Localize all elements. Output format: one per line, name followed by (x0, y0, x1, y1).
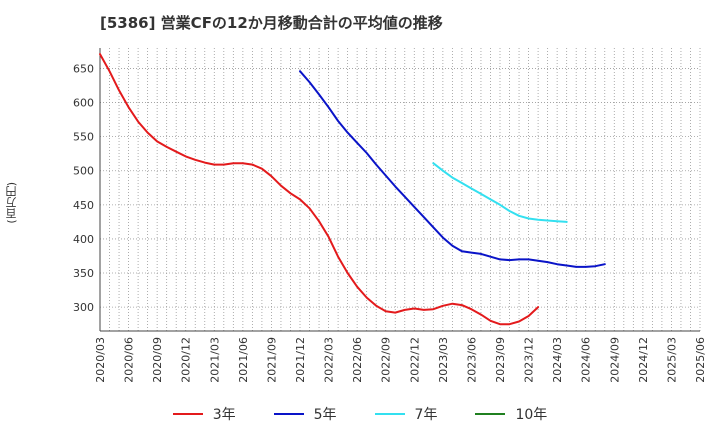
x-tick-label: 2021/06 (237, 337, 250, 383)
chart-title: [5386] 営業CFの12か月移動合計の平均値の推移 (100, 14, 443, 32)
x-tick-label: 2024/06 (580, 337, 593, 383)
x-tick-label: 2025/03 (665, 337, 678, 383)
legend-label-3y: 3年 (212, 407, 236, 423)
x-tick-label: 2022/03 (323, 337, 336, 383)
legend-label-5y: 5年 (313, 407, 337, 423)
y-tick-label: 500 (73, 165, 94, 178)
legend-item-10y[interactable]: 10年 (475, 402, 547, 426)
legend-swatch-5y (273, 413, 304, 415)
x-tick-label: 2025/06 (694, 337, 707, 383)
legend: 3年 5年 7年 10年 (0, 402, 720, 426)
legend-label-7y: 7年 (414, 407, 438, 423)
x-tick-label: 2023/03 (437, 337, 450, 383)
legend-item-7y[interactable]: 7年 (374, 402, 438, 426)
x-tick-label: 2024/03 (551, 337, 564, 383)
x-tick-label: 2020/03 (94, 337, 107, 383)
x-tick-label: 2023/06 (465, 337, 478, 383)
x-tick-label: 2022/09 (380, 337, 393, 383)
y-tick-label: 350 (73, 267, 94, 280)
x-tick-label: 2021/09 (265, 337, 278, 383)
legend-item-5y[interactable]: 5年 (273, 402, 337, 426)
x-tick-label: 2023/12 (523, 337, 536, 383)
x-tick-label: 2020/09 (151, 337, 164, 383)
series-line-1 (299, 70, 606, 268)
y-tick-label: 400 (73, 233, 94, 246)
x-tick-label: 2021/03 (208, 337, 221, 383)
y-tick-label: 550 (73, 131, 94, 144)
legend-swatch-3y (172, 413, 203, 415)
y-tick-label: 300 (73, 301, 94, 314)
legend-swatch-7y (374, 413, 405, 415)
legend-label-10y: 10年 (515, 407, 548, 423)
legend-swatch-10y (475, 413, 506, 415)
x-tick-label: 2022/12 (408, 337, 421, 383)
y-tick-label: 650 (73, 62, 94, 75)
x-tick-label: 2021/12 (294, 337, 307, 383)
x-tick-label: 2020/06 (123, 337, 136, 383)
y-tick-label: 450 (73, 199, 94, 212)
plot-area (100, 48, 700, 331)
x-tick-label: 2023/09 (494, 337, 507, 383)
series-line-0 (99, 53, 540, 326)
x-tick-label: 2024/09 (608, 337, 621, 383)
legend-item-3y[interactable]: 3年 (172, 402, 236, 426)
series-line-2 (432, 162, 568, 223)
x-tick-label: 2022/06 (351, 337, 364, 383)
x-tick-label: 2024/12 (637, 337, 650, 383)
y-tick-label: 600 (73, 97, 94, 110)
x-tick-label: 2020/12 (180, 337, 193, 383)
